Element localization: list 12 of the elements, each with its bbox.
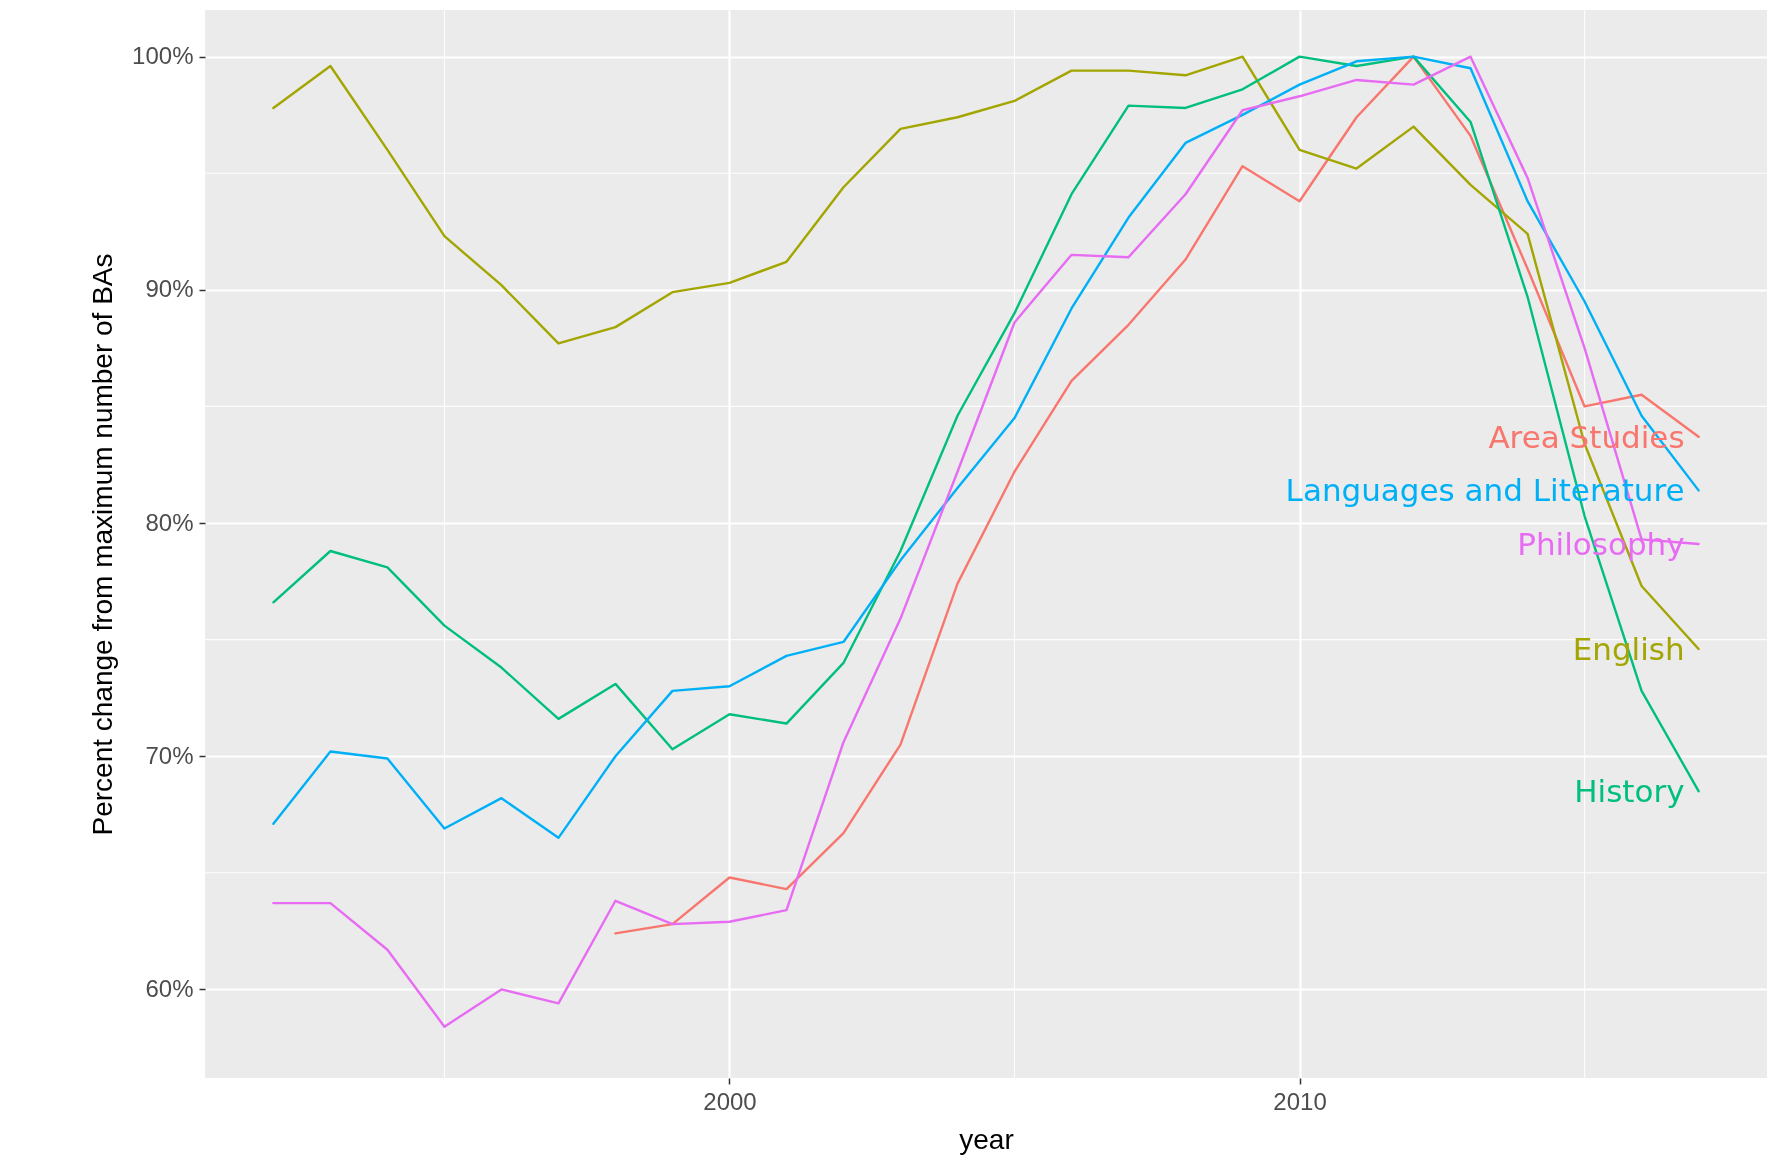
y-tick-label: 60% xyxy=(145,974,194,1002)
y-tick-label: 70% xyxy=(145,741,194,769)
y-tick-label: 80% xyxy=(145,508,194,536)
y-axis-title: Percent change from maximum number of BAs xyxy=(87,253,119,836)
x-axis-title: year xyxy=(959,1123,1014,1155)
line-series xyxy=(614,55,1700,935)
y-tick-label: 100% xyxy=(132,42,194,70)
x-tick-label: 2000 xyxy=(703,1087,757,1115)
line-series xyxy=(272,55,1700,1028)
y-tick-label: 90% xyxy=(145,275,194,303)
x-tick-label: 2010 xyxy=(1273,1087,1327,1115)
series-label: History xyxy=(1574,773,1685,810)
